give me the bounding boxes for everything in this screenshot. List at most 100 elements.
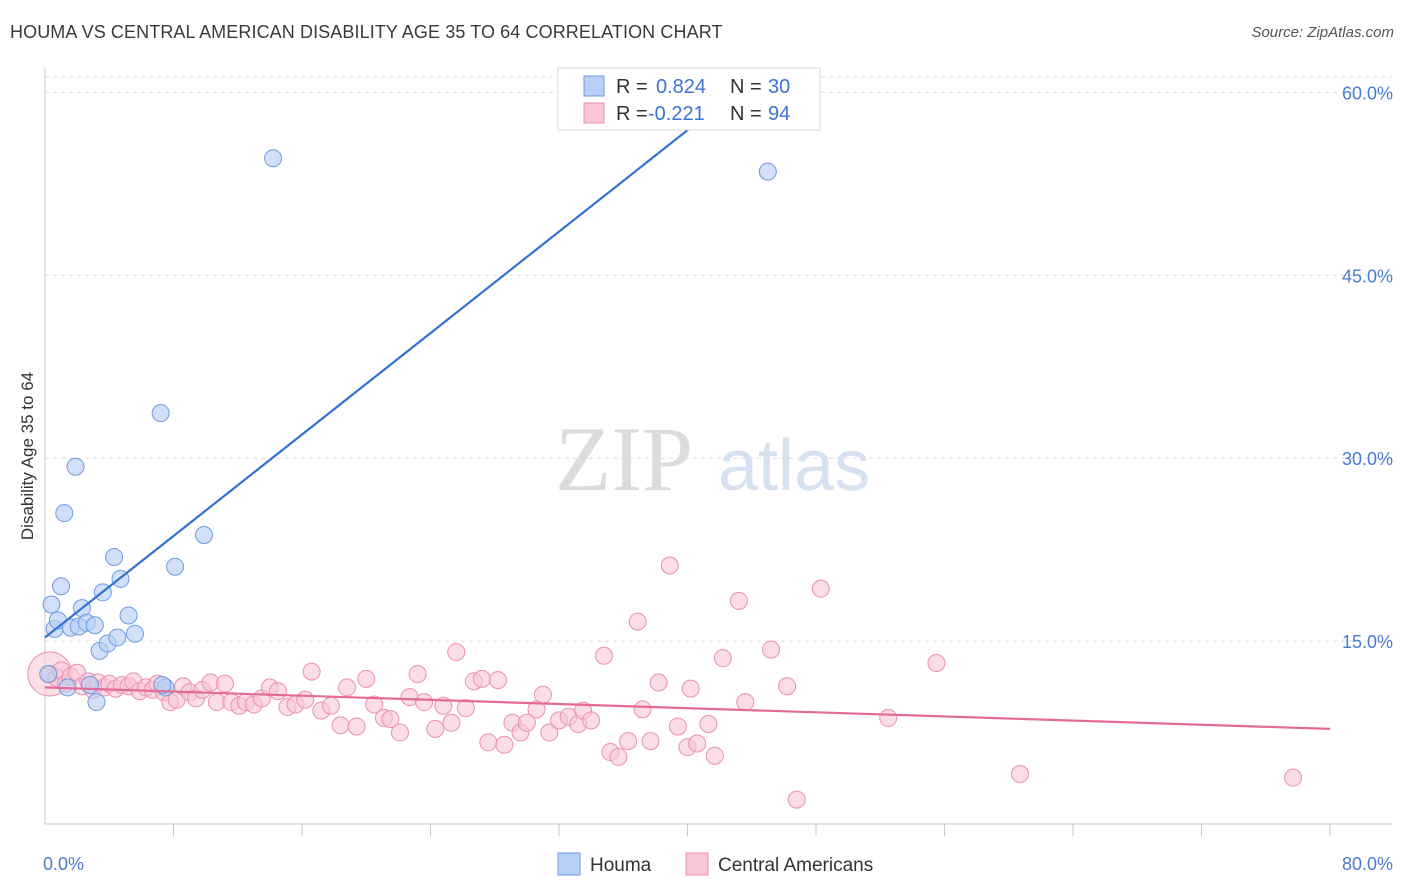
central-point-82: [649, 673, 668, 692]
central-point-74: [582, 711, 601, 730]
houma-point-23: [151, 404, 170, 423]
central-point-53: [415, 693, 434, 712]
central-point-100: [1284, 768, 1303, 787]
central-point-83: [660, 556, 679, 575]
central-point-75: [594, 646, 613, 665]
central-point-45: [347, 717, 366, 736]
central-point-90: [713, 649, 732, 668]
central-point-46: [357, 669, 376, 688]
central-point-92: [736, 693, 755, 712]
y-tick-label-1: 30.0%: [1342, 449, 1393, 469]
central-point-42: [321, 696, 340, 715]
central-point-95: [787, 790, 806, 809]
y-tick-label-2: 45.0%: [1342, 266, 1393, 286]
series-legend: Houma Central Americans: [557, 852, 873, 876]
trend-lines: [44, 97, 1331, 730]
central-point-57: [447, 643, 466, 662]
legend-houma-r-label: R =: [616, 76, 648, 98]
houma-point-22: [125, 624, 144, 643]
axes: [44, 68, 1392, 836]
central-point-61: [479, 733, 498, 752]
central-point-60: [472, 669, 491, 688]
legend-central-n-value: 94: [768, 103, 790, 125]
houma-point-1: [42, 595, 61, 614]
central-point-81: [641, 732, 660, 751]
central-point-78: [619, 732, 638, 751]
chart-title: HOUMA VS CENTRAL AMERICAN DISABILITY AGE…: [10, 22, 723, 42]
central-point-66: [517, 713, 536, 732]
houma-point-27: [264, 149, 283, 168]
houma-point-28: [758, 162, 777, 181]
central-point-98: [927, 654, 946, 673]
central-point-47: [365, 695, 384, 714]
central-point-56: [442, 713, 461, 732]
legend-central-n-label: N =: [730, 103, 762, 125]
y-tick-label-0: 15.0%: [1342, 632, 1393, 652]
central-point-79: [628, 612, 647, 631]
legend-central-swatch: [583, 102, 605, 124]
central-point-89: [705, 746, 724, 765]
x-tick-label-0: 0.0%: [43, 854, 84, 874]
central-point-80: [633, 700, 652, 719]
houma-point-12: [80, 675, 99, 694]
bottom-legend-central-swatch: [685, 852, 709, 876]
central-point-99: [1010, 765, 1029, 784]
central-point-40: [302, 662, 321, 681]
houma-point-25: [166, 557, 185, 576]
central-point-54: [426, 719, 445, 738]
legend-houma-swatch: [583, 75, 605, 97]
series-central-americans: [27, 556, 1303, 809]
houma-point-0: [39, 665, 58, 684]
central-point-68: [533, 685, 552, 704]
legend-central-r-label: R =: [616, 103, 648, 125]
central-point-86: [681, 679, 700, 698]
central-point-77: [609, 747, 628, 766]
legend-central-r-value: -0.221: [648, 103, 705, 125]
watermark-zip: ZIP: [555, 408, 693, 510]
chart-source: Source: ZipAtlas.com: [1251, 24, 1394, 41]
central-point-96: [811, 579, 830, 598]
bottom-legend-central-label: Central Americans: [718, 855, 873, 876]
houma-point-5: [55, 504, 74, 523]
central-point-36: [268, 682, 287, 701]
bottom-legend-houma-label: Houma: [590, 855, 652, 876]
central-point-50: [390, 723, 409, 742]
central-point-97: [879, 708, 898, 727]
central-point-29: [215, 674, 234, 693]
central-point-39: [296, 690, 315, 709]
houma-point-21: [119, 606, 138, 625]
houma-point-13: [85, 616, 104, 635]
x-tick-label-1: 80.0%: [1342, 854, 1393, 874]
houma-point-14: [87, 693, 106, 712]
houma-point-19: [108, 628, 127, 647]
central-trend-line: [44, 686, 1331, 730]
watermark: ZIP atlas: [555, 408, 870, 510]
correlation-legend: R = 0.824 N = 30 R = -0.221 N = 94: [557, 67, 821, 131]
houma-point-29: [153, 675, 172, 694]
legend-houma-r-value: 0.824: [656, 76, 706, 98]
central-point-49: [381, 710, 400, 729]
houma-point-18: [105, 547, 124, 566]
central-point-43: [331, 716, 350, 735]
houma-point-8: [66, 457, 85, 476]
central-point-84: [668, 717, 687, 736]
central-point-62: [488, 671, 507, 690]
central-point-63: [495, 735, 514, 754]
houma-point-26: [195, 526, 214, 545]
central-point-87: [688, 734, 707, 753]
houma-point-4: [52, 577, 71, 596]
legend-houma-n-label: N =: [730, 76, 762, 98]
central-point-58: [456, 699, 475, 718]
central-point-94: [778, 677, 797, 696]
central-point-52: [408, 665, 427, 684]
legend-houma-n-value: 30: [768, 76, 790, 98]
houma-trend-line: [44, 97, 729, 639]
tick-labels: 15.0% 30.0% 45.0% 60.0% 0.0% 80.0%: [43, 83, 1393, 874]
y-axis-title: Disability Age 35 to 64: [18, 372, 37, 540]
central-point-44: [337, 678, 356, 697]
watermark-atlas: atlas: [718, 426, 870, 506]
central-point-69: [540, 723, 559, 742]
central-point-88: [699, 715, 718, 734]
central-point-91: [729, 591, 748, 610]
